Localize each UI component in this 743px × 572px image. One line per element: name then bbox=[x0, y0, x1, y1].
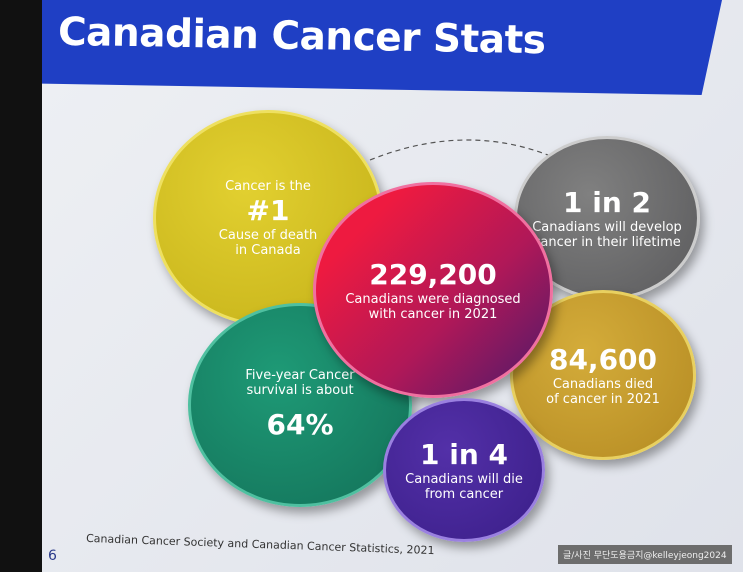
text: of cancer in 2021 bbox=[546, 392, 660, 407]
text: Five-year Cancer bbox=[245, 368, 355, 383]
stat-value: 1 in 2 bbox=[563, 186, 651, 219]
stat-value: 64% bbox=[266, 408, 334, 441]
circle-gold-deaths: 84,600 Canadians died of cancer in 2021 bbox=[510, 290, 696, 460]
text: Cause of death bbox=[218, 227, 318, 243]
text: in Canada bbox=[235, 242, 301, 258]
stat-value: 1 in 4 bbox=[420, 438, 508, 471]
circle-diagnosed: 229,200 Canadians were diagnosed with ca… bbox=[313, 182, 553, 398]
stat-value: 229,200 bbox=[369, 258, 497, 291]
stat-value: #1 bbox=[246, 193, 290, 227]
title-bar bbox=[42, 0, 722, 95]
text: from cancer bbox=[424, 487, 504, 502]
text: Canadians will develop bbox=[532, 220, 682, 235]
circle-survival: Five-year Cancer survival is about 64% bbox=[188, 303, 412, 507]
stat-value: 84,600 bbox=[548, 343, 658, 376]
text: with cancer in 2021 bbox=[368, 307, 498, 322]
watermark: 글/사진 무단도용금지@kelleyjeong2024 bbox=[558, 545, 732, 564]
text: Canadians were diagnosed bbox=[345, 292, 521, 307]
text: survival is about bbox=[246, 383, 354, 398]
circle-mortality-risk: 1 in 4 Canadians will die from cancer bbox=[383, 398, 545, 542]
page-number: 6 bbox=[48, 548, 57, 564]
text: Cancer is the bbox=[225, 178, 311, 194]
text: cancer in their lifetime bbox=[533, 235, 681, 250]
text: Canadians will die bbox=[405, 472, 523, 487]
text: Canadians died bbox=[552, 377, 654, 392]
